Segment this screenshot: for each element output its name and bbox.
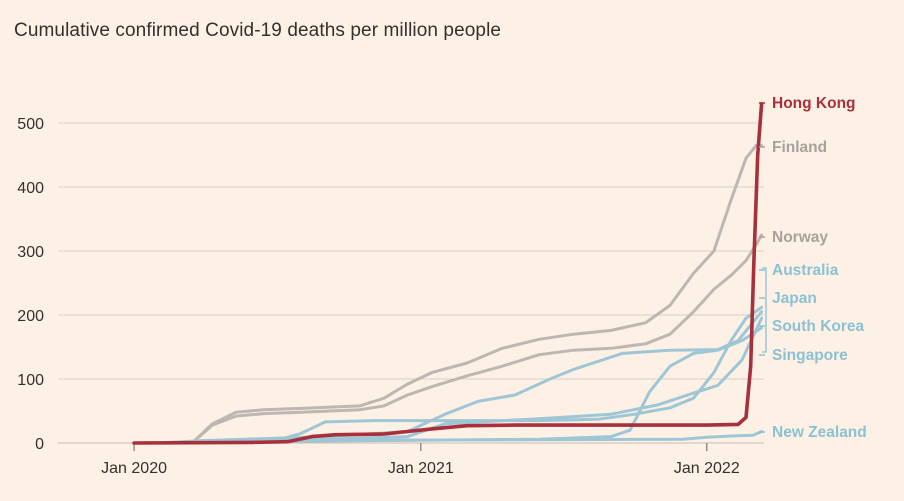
series-lines — [132, 102, 764, 445]
x-axis-ticks: Jan 2020 Jan 2021 Jan 2022 — [101, 443, 740, 477]
series-line-hong-kong — [132, 102, 764, 445]
y-tick-label: 100 — [17, 372, 44, 389]
label-bracket — [762, 267, 767, 353]
series-label-south-korea: South Korea — [772, 318, 865, 335]
series-label-australia: Australia — [772, 262, 839, 279]
y-axis-ticks: 0 100 200 300 400 500 — [17, 116, 44, 453]
x-tick-label: Jan 2021 — [388, 460, 454, 477]
series-labels: Finland Norway Hong Kong Australia Japan Sout… — [759, 95, 867, 441]
chart-title: Cumulative confirmed Covid-19 deaths per… — [14, 20, 502, 41]
y-tick-label: 200 — [17, 308, 44, 325]
series-line-norway — [190, 233, 764, 445]
y-tick-label: 400 — [17, 180, 44, 197]
series-label-singapore: Singapore — [772, 347, 848, 364]
series-label-hong-kong: Hong Kong — [772, 95, 856, 112]
series-label-japan: Japan — [772, 290, 817, 307]
y-tick-label: 0 — [35, 436, 44, 453]
series-line-finland — [190, 143, 764, 445]
series-label-finland: Finland — [772, 139, 827, 156]
series-label-norway: Norway — [772, 229, 828, 246]
x-tick-label: Jan 2020 — [101, 460, 167, 477]
y-tick-label: 300 — [17, 244, 44, 261]
series-label-new-zealand: New Zealand — [772, 424, 867, 441]
y-tick-label: 500 — [17, 116, 44, 133]
grid-lines — [58, 122, 764, 444]
x-tick-label: Jan 2022 — [674, 460, 740, 477]
